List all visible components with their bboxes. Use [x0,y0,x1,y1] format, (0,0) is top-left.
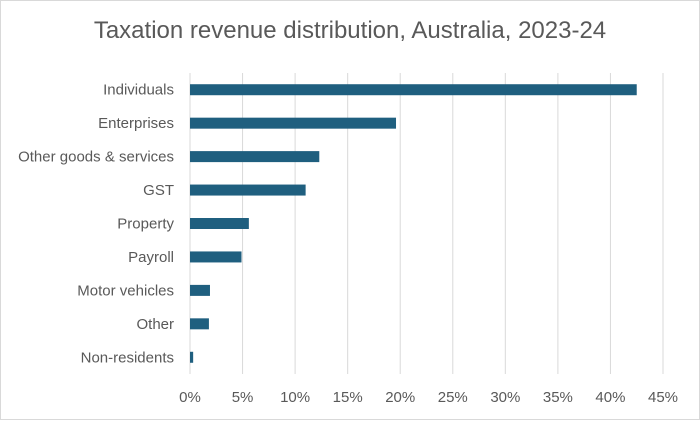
category-label: Individuals [103,82,174,99]
category-label: Non-residents [81,349,174,366]
x-tick-label: 15% [333,389,363,406]
x-tick-label: 25% [438,389,468,406]
x-tick-label: 40% [595,389,625,406]
bar [190,218,249,229]
bar [190,151,320,163]
x-tick-label: 45% [648,389,678,406]
category-label: Property [117,216,174,233]
x-tick-label: 0% [179,389,201,406]
x-tick-label: 10% [280,389,310,406]
x-tick-label: 30% [490,389,520,406]
bar [190,251,242,263]
x-tick-label: 20% [385,389,415,406]
bar [190,84,637,96]
bar [190,117,397,129]
category-label: Enterprises [98,115,174,132]
x-tick-label: 5% [232,389,254,406]
bar [190,318,209,330]
chart-title: Taxation revenue distribution, Australia… [93,17,607,44]
bar [190,351,194,363]
category-label: Other [136,316,174,333]
bar [190,184,306,196]
category-label: Motor vehicles [77,282,174,299]
category-label: Payroll [128,249,174,266]
x-tick-label: 35% [543,389,573,406]
category-label: Other goods & services [18,149,174,166]
bar [190,284,210,296]
category-label: GST [143,182,174,199]
